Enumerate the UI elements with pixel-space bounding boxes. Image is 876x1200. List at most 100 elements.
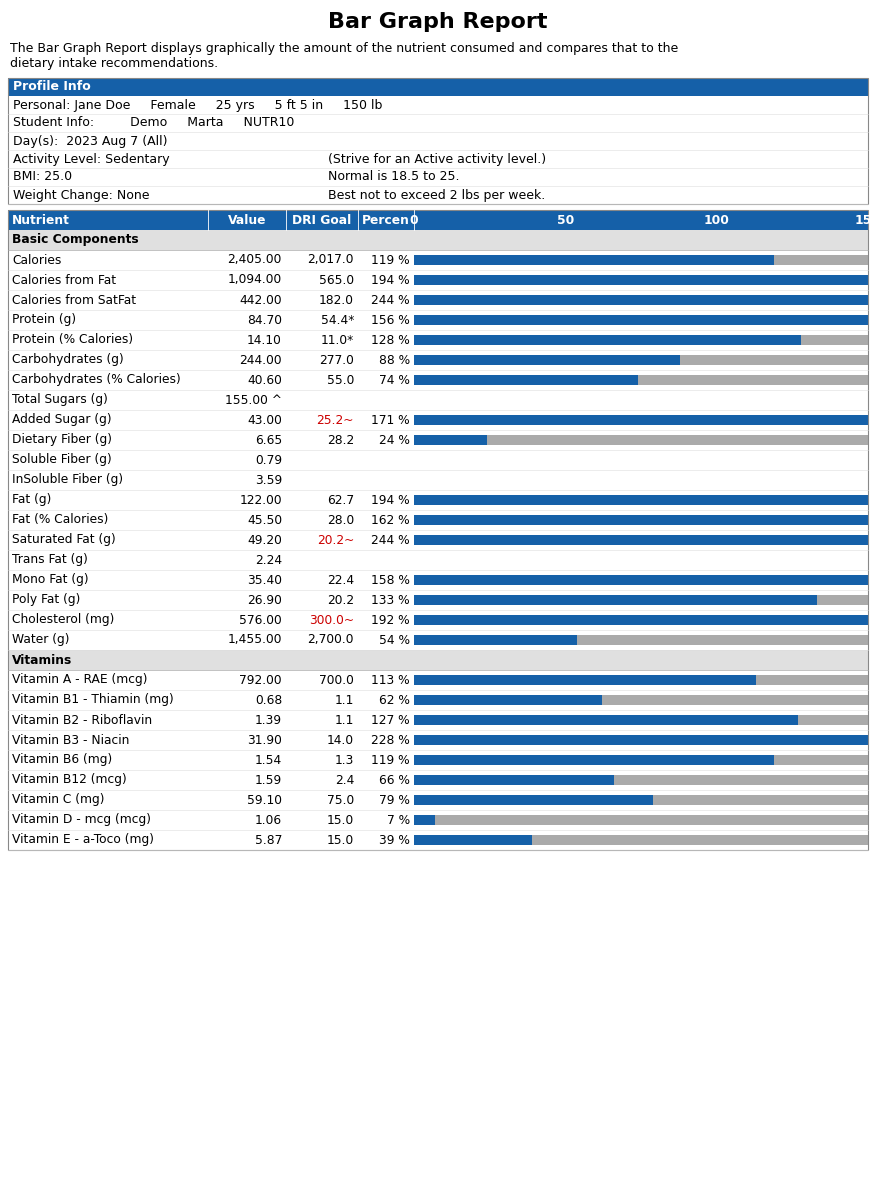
Text: 2,700.0: 2,700.0	[307, 634, 354, 647]
Bar	[8, 210, 868, 230]
Text: 88 %: 88 %	[379, 354, 410, 366]
Bar	[414, 595, 868, 605]
Bar	[8, 390, 868, 410]
Bar	[414, 374, 868, 385]
Text: 171 %: 171 %	[371, 414, 410, 426]
Text: 3.59: 3.59	[255, 474, 282, 486]
Text: 194 %: 194 %	[371, 274, 410, 287]
Text: Fat (% Calories): Fat (% Calories)	[12, 514, 109, 527]
Text: Profile Info: Profile Info	[13, 80, 91, 94]
Text: 122.00: 122.00	[239, 493, 282, 506]
Text: 133 %: 133 %	[371, 594, 410, 606]
Text: Calories from Fat: Calories from Fat	[12, 274, 117, 287]
Bar	[8, 210, 868, 850]
Bar	[8, 790, 868, 810]
Text: 162 %: 162 %	[371, 514, 410, 527]
Text: 62 %: 62 %	[379, 694, 410, 707]
Text: 2,405.00: 2,405.00	[228, 253, 282, 266]
Text: 244.00: 244.00	[239, 354, 282, 366]
Text: 31.90: 31.90	[247, 733, 282, 746]
Text: Normal is 18.5 to 25.: Normal is 18.5 to 25.	[328, 170, 460, 184]
Bar	[8, 114, 868, 132]
Bar	[8, 186, 868, 204]
Text: Carbohydrates (g): Carbohydrates (g)	[12, 354, 124, 366]
Text: Fat (g): Fat (g)	[12, 493, 52, 506]
Text: 54.4*: 54.4*	[321, 313, 354, 326]
Text: 20.2~: 20.2~	[316, 534, 354, 546]
Text: Vitamin B12 (mcg): Vitamin B12 (mcg)	[12, 774, 127, 786]
Text: Calories from SatFat: Calories from SatFat	[12, 294, 136, 306]
Text: 228 %: 228 %	[371, 733, 410, 746]
Text: 11.0*: 11.0*	[321, 334, 354, 347]
Text: 2.4: 2.4	[335, 774, 354, 786]
Text: 62.7: 62.7	[327, 493, 354, 506]
Bar	[8, 510, 868, 530]
Text: 79 %: 79 %	[379, 793, 410, 806]
Text: Vitamin C (mg): Vitamin C (mg)	[12, 793, 104, 806]
Bar	[414, 695, 602, 704]
Text: 75.0: 75.0	[327, 793, 354, 806]
Text: 192 %: 192 %	[371, 613, 410, 626]
Bar	[8, 290, 868, 310]
Text: 55.0: 55.0	[327, 373, 354, 386]
Text: 35.40: 35.40	[247, 574, 282, 587]
Bar	[414, 674, 868, 685]
Text: 28.2: 28.2	[327, 433, 354, 446]
Text: 156 %: 156 %	[371, 313, 410, 326]
Text: 182.0: 182.0	[319, 294, 354, 306]
Text: 119 %: 119 %	[371, 754, 410, 767]
Bar	[414, 515, 868, 526]
Text: 158 %: 158 %	[371, 574, 410, 587]
Bar	[8, 430, 868, 450]
Text: 22.4: 22.4	[327, 574, 354, 587]
Text: 150: 150	[855, 214, 876, 227]
Text: Basic Components: Basic Components	[12, 234, 138, 246]
Text: 15.0: 15.0	[327, 834, 354, 846]
Text: 442.00: 442.00	[239, 294, 282, 306]
Bar	[8, 690, 868, 710]
Text: 576.00: 576.00	[239, 613, 282, 626]
Bar	[414, 755, 774, 766]
Bar	[8, 610, 868, 630]
Text: 244 %: 244 %	[371, 534, 410, 546]
Bar	[414, 295, 868, 305]
Text: 54 %: 54 %	[379, 634, 410, 647]
Bar	[414, 794, 653, 805]
Text: 194 %: 194 %	[371, 493, 410, 506]
Text: 155.00 ^: 155.00 ^	[225, 394, 282, 407]
Bar	[414, 835, 868, 845]
Text: 40.60: 40.60	[247, 373, 282, 386]
Bar	[414, 775, 868, 785]
Bar	[8, 168, 868, 186]
Text: 25.2~: 25.2~	[316, 414, 354, 426]
Text: 28.0: 28.0	[327, 514, 354, 527]
Bar	[414, 755, 868, 766]
Text: Dietary Fiber (g): Dietary Fiber (g)	[12, 433, 112, 446]
Bar	[414, 314, 868, 325]
Text: Carbohydrates (% Calories): Carbohydrates (% Calories)	[12, 373, 180, 386]
Text: 244 %: 244 %	[371, 294, 410, 306]
Bar	[8, 370, 868, 390]
Bar	[414, 715, 798, 725]
Bar	[414, 254, 868, 265]
Bar	[414, 374, 638, 385]
Text: 100: 100	[703, 214, 730, 227]
Text: 1.39: 1.39	[255, 714, 282, 726]
Bar	[8, 78, 868, 204]
Text: Vitamin B2 - Riboflavin: Vitamin B2 - Riboflavin	[12, 714, 152, 726]
Bar	[8, 550, 868, 570]
Text: Saturated Fat (g): Saturated Fat (g)	[12, 534, 116, 546]
Text: 20.2: 20.2	[327, 594, 354, 606]
Text: Nutrient: Nutrient	[12, 214, 70, 227]
Bar	[414, 335, 802, 346]
Bar	[8, 830, 868, 850]
Bar	[414, 355, 868, 365]
Text: Mono Fat (g): Mono Fat (g)	[12, 574, 88, 587]
Text: Water (g): Water (g)	[12, 634, 69, 647]
Text: Bar Graph Report: Bar Graph Report	[328, 12, 548, 32]
Bar	[414, 415, 868, 425]
Bar	[8, 270, 868, 290]
Text: Weight Change: None: Weight Change: None	[13, 188, 150, 202]
Bar	[8, 350, 868, 370]
Bar	[8, 132, 868, 150]
